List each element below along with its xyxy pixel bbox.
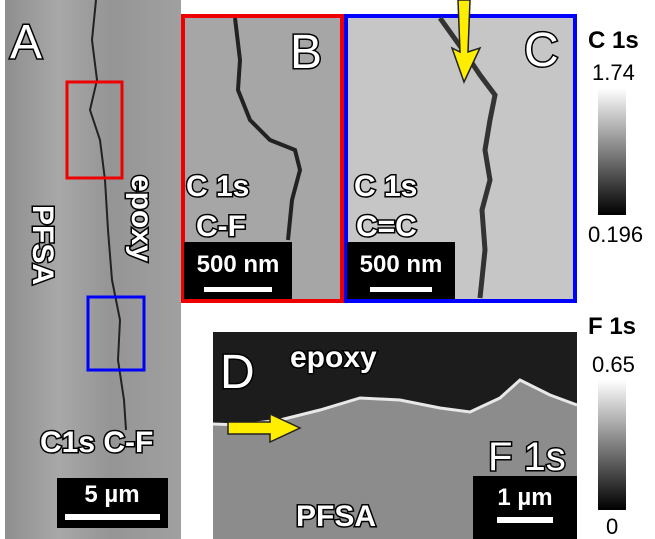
figure: A PFSA epoxy C1s C-F 5 µm B C 1s C-F 500… <box>0 0 655 539</box>
panel-letter: A <box>10 16 42 69</box>
label: C 1s <box>354 170 417 203</box>
scale-bar <box>370 287 432 292</box>
scale-label: 500 nm <box>197 251 280 278</box>
scale-label: 1 µm <box>497 484 552 511</box>
label: C 1s <box>186 170 249 203</box>
colorbar-max: 1.74 <box>592 60 635 85</box>
scale-bar <box>497 517 553 523</box>
scale-bar <box>65 514 160 520</box>
colorbar-c: C 1s 1.74 0.196 <box>588 27 643 247</box>
scale-label: 500 nm <box>360 251 443 278</box>
label: PFSA <box>296 500 376 533</box>
panel-c: C C 1s C=C 500 nm <box>346 0 575 301</box>
label: C1s C-F <box>40 426 153 459</box>
panel-letter: D <box>220 346 255 399</box>
colorbar <box>598 380 626 510</box>
label: epoxy <box>125 175 158 262</box>
colorbar-title: C 1s <box>588 27 639 54</box>
colorbar <box>598 88 626 215</box>
panel-a: A PFSA epoxy C1s C-F 5 µm <box>5 0 181 539</box>
colorbar-min: 0.196 <box>588 222 643 247</box>
label: PFSA <box>26 205 59 285</box>
scale-bar <box>204 287 272 292</box>
colorbar-max: 0.65 <box>592 352 635 377</box>
colorbar-title: F 1s <box>588 313 636 340</box>
label: C-F <box>196 210 246 243</box>
panel-letter: C <box>524 24 559 77</box>
scale-label: 5 µm <box>84 481 139 508</box>
label: epoxy <box>290 341 377 374</box>
panel-letter: B <box>290 26 322 79</box>
label: C=C <box>356 210 417 243</box>
colorbar-min: 0 <box>606 514 618 539</box>
colorbar-f: F 1s 0.65 0 <box>588 313 636 539</box>
panel-b: B C 1s C-F 500 nm <box>183 16 342 301</box>
panel-d: D epoxy PFSA F 1s 1 µm <box>213 332 577 539</box>
label: F 1s <box>488 435 566 479</box>
